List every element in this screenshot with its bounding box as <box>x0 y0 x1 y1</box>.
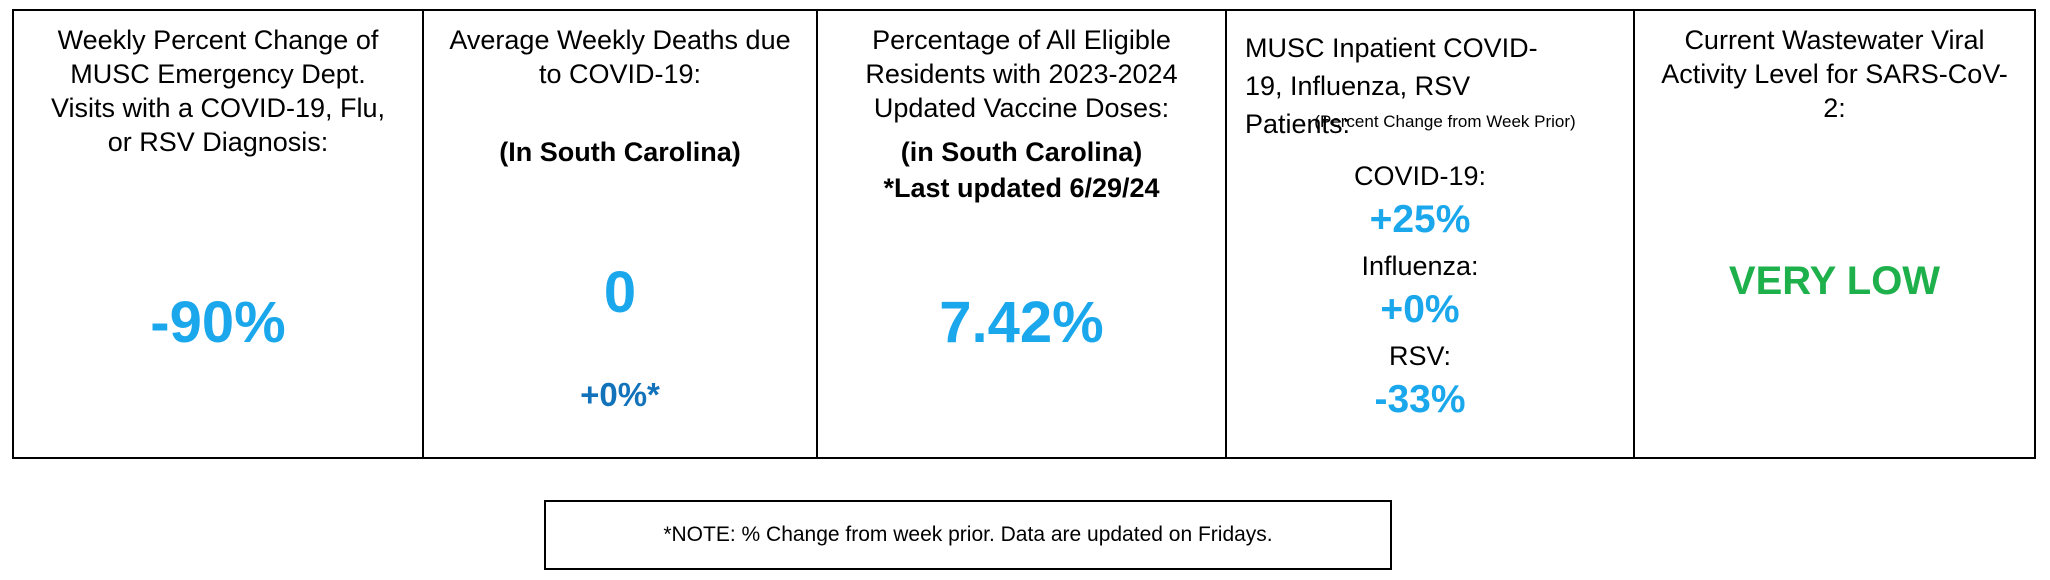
inpatient-covid-value: +25% <box>1369 198 1471 241</box>
deaths-value: 0 <box>603 260 637 325</box>
ed-visits-title: Weekly Percent Change of MUSC Emergency … <box>50 25 386 157</box>
inpatient-rsv-value: -33% <box>1374 378 1466 421</box>
inpatient-note: (Percent Change from Week Prior) <box>1314 112 1576 131</box>
inpatient-title: MUSC Inpatient COVID-19, Influenza, RSV … <box>1245 33 1538 139</box>
wastewater-level: VERY LOW <box>1728 259 1941 303</box>
inpatient-rsv-label: RSV: <box>1388 341 1451 371</box>
vaccine-panel: Percentage of All Eligible Residents wit… <box>818 11 1227 457</box>
inpatient-influenza-value: +0% <box>1380 288 1460 331</box>
deaths-region: (In South Carolina) <box>499 137 741 167</box>
inpatient-panel: MUSC Inpatient COVID-19, Influenza, RSV … <box>1227 11 1635 457</box>
inpatient-influenza-label: Influenza: <box>1361 251 1479 281</box>
vaccine-title: Percentage of All Eligible Residents wit… <box>865 25 1178 123</box>
ed-visits-value: -90% <box>150 290 286 355</box>
deaths-panel: Average Weekly Deaths due to COVID-19: (… <box>424 11 818 457</box>
footnote-text: *NOTE: % Change from week prior. Data ar… <box>663 523 1273 546</box>
vaccine-region: (in South Carolina) <box>900 137 1143 167</box>
vaccine-value: 7.42% <box>939 290 1104 355</box>
deaths-title: Average Weekly Deaths due to COVID-19: <box>449 25 791 89</box>
ed-visits-panel: Weekly Percent Change of MUSC Emergency … <box>14 11 424 457</box>
wastewater-panel: Current Wastewater Viral Activity Level … <box>1635 11 2034 457</box>
footnote-box: *NOTE: % Change from week prior. Data ar… <box>544 500 1392 570</box>
wastewater-title: Current Wastewater Viral Activity Level … <box>1661 25 2008 123</box>
inpatient-covid-label: COVID-19: <box>1353 161 1487 191</box>
deaths-change: +0%* <box>580 376 660 413</box>
vaccine-last-updated: *Last updated 6/29/24 <box>883 173 1160 203</box>
metrics-panel-row: Weekly Percent Change of MUSC Emergency … <box>12 9 2036 459</box>
